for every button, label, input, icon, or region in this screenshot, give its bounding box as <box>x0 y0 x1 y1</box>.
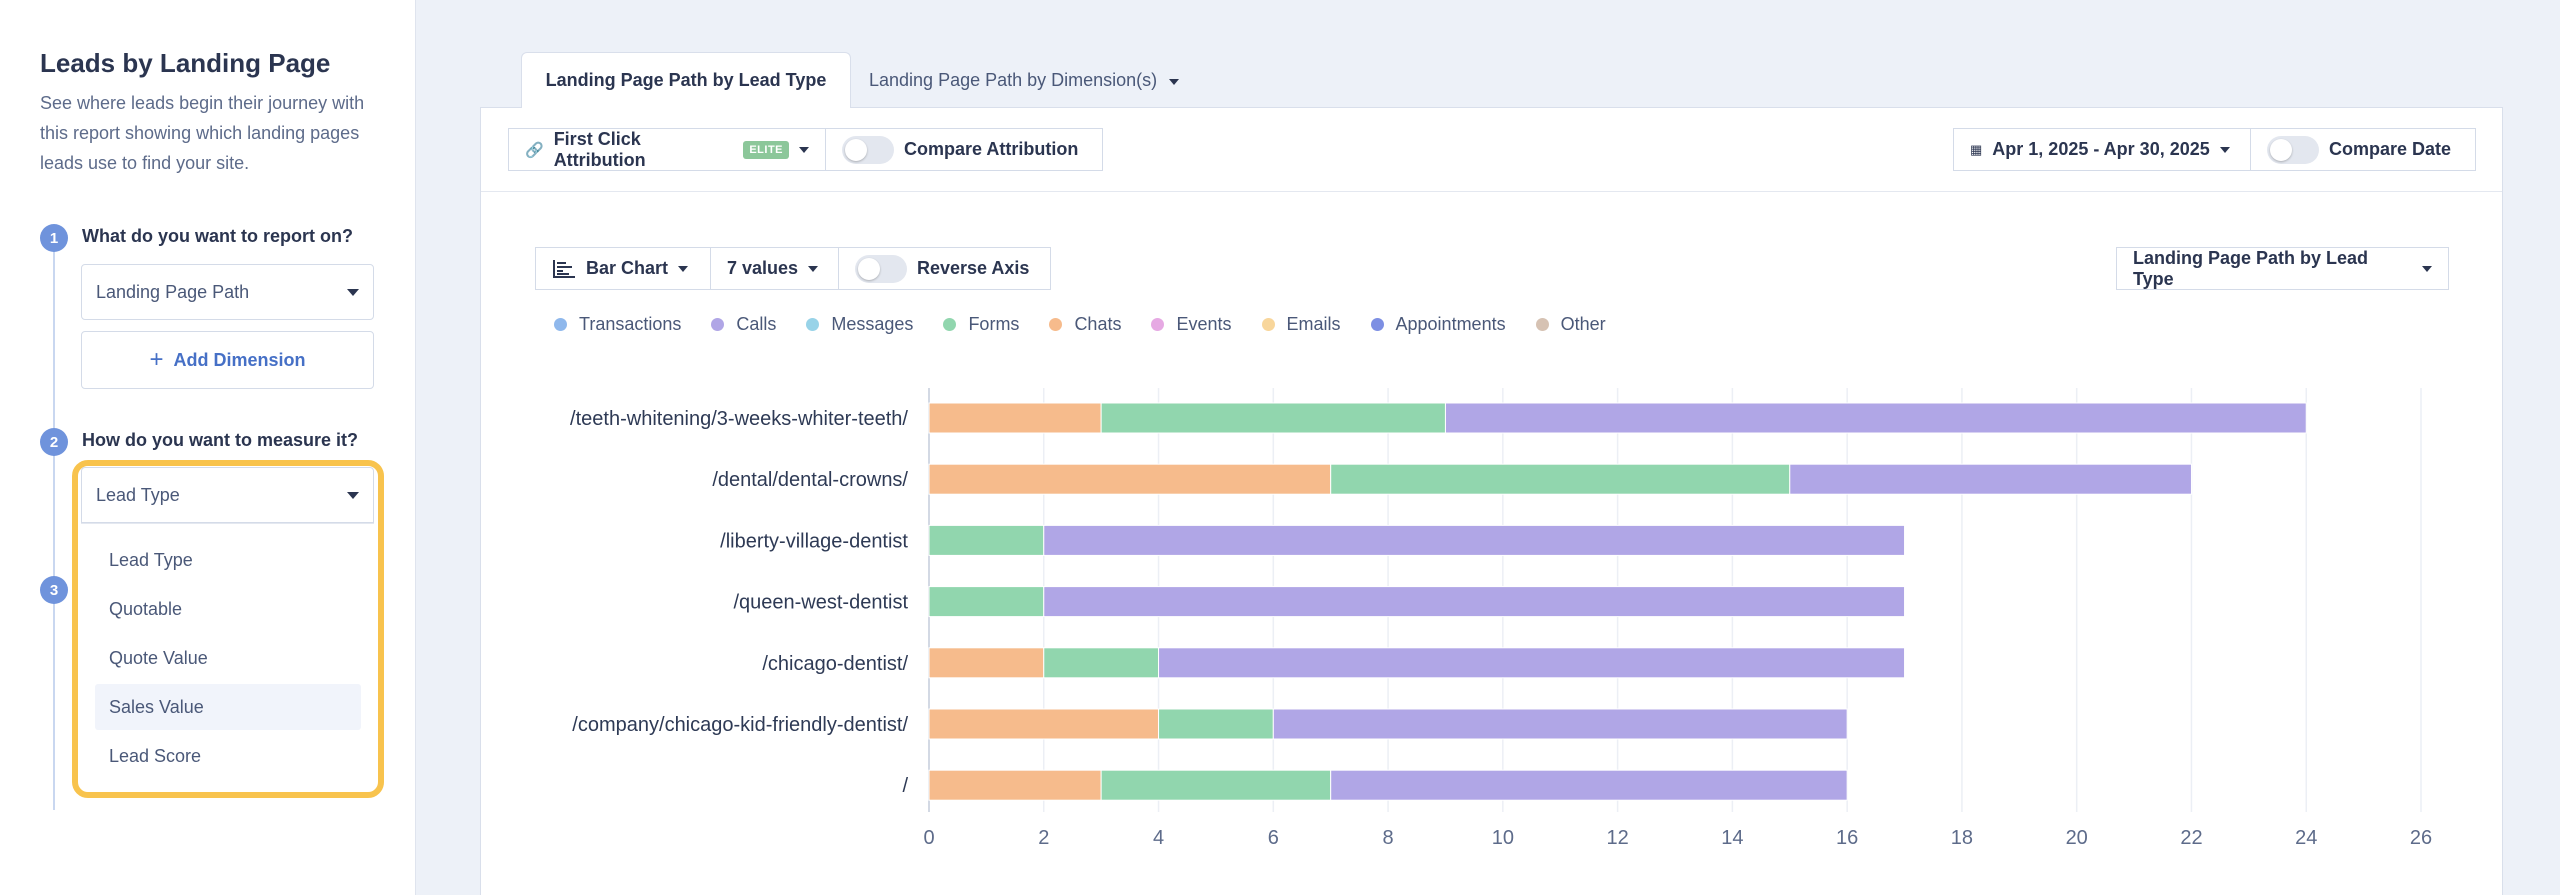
measure-select[interactable]: Lead Type <box>81 467 374 523</box>
step-1-question: What do you want to report on? <box>82 226 353 246</box>
legend-item-messages[interactable]: Messages <box>806 314 913 335</box>
caret-down-icon <box>678 265 689 272</box>
reverse-axis-label: Reverse Axis <box>917 258 1030 278</box>
chart-type-label: Bar Chart <box>586 258 669 278</box>
measure-value: Lead Type <box>96 484 180 505</box>
tab-landing-page-path-by-dimensions[interactable]: Landing Page Path by Dimension(s) <box>869 52 1180 108</box>
legend-dot <box>711 318 725 331</box>
tab-label: Landing Page Path by Dimension(s) <box>869 69 1158 90</box>
legend-item-transactions[interactable]: Transactions <box>554 314 681 335</box>
dropdown-option-quotable[interactable]: Quotable <box>109 598 183 619</box>
report-on-select[interactable]: Landing Page Path <box>81 264 374 320</box>
sidebar-title: Leads by Landing Page <box>40 48 331 78</box>
legend-label: Events <box>1176 314 1232 334</box>
compare-date-toggle[interactable] <box>2267 135 2319 164</box>
caret-down-icon <box>2219 146 2230 153</box>
legend-dot <box>1535 318 1549 331</box>
measure-dropdown-menu: Lead Type Quotable Quote Value Sales Val… <box>81 523 374 789</box>
compare-attribution-control[interactable]: Compare Attribution <box>825 128 1103 171</box>
dropdown-option-sales-value[interactable]: Sales Value <box>95 684 361 730</box>
report-sidebar: Leads by Landing Page See where leads be… <box>0 0 416 895</box>
legend-label: Transactions <box>579 314 682 334</box>
step-3-badge: 3 <box>40 576 68 604</box>
compare-date-label: Compare Date <box>2329 139 2452 159</box>
attribution-label: First Click Attribution <box>553 128 646 170</box>
values-count-label: 7 values <box>727 258 799 278</box>
caret-down-icon <box>808 265 819 272</box>
legend-dot <box>1049 318 1063 331</box>
dropdown-option-lead-score[interactable]: Lead Score <box>109 745 202 766</box>
step-connector-line <box>53 240 55 810</box>
legend-dot <box>1370 318 1384 331</box>
legend-item-calls[interactable]: Calls <box>711 314 776 335</box>
legend-item-events[interactable]: Events <box>1151 314 1232 335</box>
legend-dot <box>1261 318 1275 331</box>
plus-icon: + <box>149 346 164 373</box>
caret-down-icon <box>347 492 359 499</box>
dropdown-option-quote-value[interactable]: Quote Value <box>109 647 208 668</box>
chart-legend: Transactions Calls Messages Forms Chats Event… <box>554 314 1636 335</box>
link-icon: 🔗 <box>525 141 544 159</box>
step-2-badge: 2 <box>40 428 68 456</box>
elite-badge: ELITE <box>743 140 789 159</box>
legend-label: Appointments <box>1395 314 1506 334</box>
compare-attribution-label: Compare Attribution <box>904 139 1079 159</box>
legend-label: Forms <box>968 314 1020 334</box>
caret-down-icon <box>1169 79 1180 85</box>
report-on-value: Landing Page Path <box>96 281 250 302</box>
legend-label: Chats <box>1074 314 1122 334</box>
add-dimension-button[interactable]: + Add Dimension <box>81 331 374 389</box>
caret-down-icon <box>347 289 359 296</box>
date-range-label: Apr 1, 2025 - Apr 30, 2025 <box>1992 139 2210 159</box>
sidebar-description: See where leads begin their journey with… <box>40 93 365 173</box>
legend-label: Emails <box>1286 314 1341 334</box>
legend-label: Other <box>1560 314 1606 334</box>
legend-item-emails[interactable]: Emails <box>1261 314 1341 335</box>
tab-landing-page-path-by-lead-type[interactable]: Landing Page Path by Lead Type <box>521 52 851 108</box>
legend-dot <box>1151 318 1165 331</box>
tab-label: Landing Page Path by Lead Type <box>545 70 827 90</box>
legend-dot <box>554 318 567 331</box>
bar-chart-icon <box>553 259 575 278</box>
legend-item-other[interactable]: Other <box>1535 314 1606 335</box>
calendar-icon: ▦ <box>1970 141 1983 157</box>
caret-down-icon <box>2422 265 2432 272</box>
legend-dot <box>806 318 820 331</box>
legend-label: Messages <box>831 314 914 334</box>
step-1-badge: 1 <box>40 224 68 252</box>
compare-attribution-toggle[interactable] <box>842 135 894 164</box>
view-select[interactable]: Landing Page Path by Lead Type <box>2116 247 2449 290</box>
toolbar-divider <box>481 191 2502 192</box>
report-panel <box>480 107 2503 895</box>
caret-down-icon <box>799 146 809 153</box>
compare-date-control[interactable]: Compare Date <box>2250 128 2476 171</box>
legend-dot <box>943 318 957 331</box>
chart-type-select[interactable]: Bar Chart <box>535 247 711 290</box>
reverse-axis-control[interactable]: Reverse Axis <box>838 247 1051 290</box>
legend-label: Calls <box>736 314 777 334</box>
add-dimension-label: Add Dimension <box>173 349 306 370</box>
reverse-axis-toggle[interactable] <box>855 254 907 283</box>
dropdown-option-lead-type[interactable]: Lead Type <box>109 549 193 570</box>
view-select-label: Landing Page Path by Lead Type <box>2133 247 2369 289</box>
values-count-select[interactable]: 7 values <box>710 247 839 290</box>
legend-item-forms[interactable]: Forms <box>943 314 1019 335</box>
legend-item-chats[interactable]: Chats <box>1049 314 1121 335</box>
legend-item-appointments[interactable]: Appointments <box>1370 314 1506 335</box>
step-2-question: How do you want to measure it? <box>82 430 359 450</box>
date-range-picker[interactable]: ▦ Apr 1, 2025 - Apr 30, 2025 <box>1953 128 2251 171</box>
dropdown-highlight-outline <box>72 460 384 798</box>
attribution-select[interactable]: 🔗 First Click Attribution ELITE <box>508 128 826 171</box>
